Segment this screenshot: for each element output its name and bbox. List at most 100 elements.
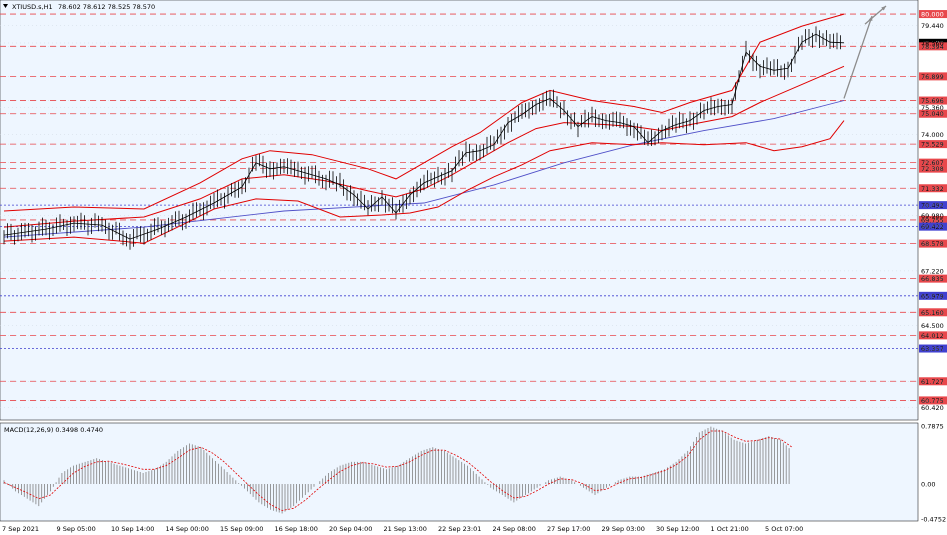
price-axis-label: 69.422 <box>921 223 944 231</box>
level-tag-label: 61.727 <box>921 378 944 386</box>
level-tag <box>919 291 947 300</box>
time-axis-label: 1 Oct 21:00 <box>711 525 749 533</box>
time-axis-label: 14 Sep 00:00 <box>166 525 209 533</box>
level-tag-label: 69.422 <box>921 223 944 231</box>
price-axis-label: 69.980 <box>921 212 944 220</box>
time-axis-label: 9 Sep 05:00 <box>57 525 96 533</box>
bollinger-lower-line <box>3 120 845 244</box>
level-tag-label: 70.492 <box>921 202 944 210</box>
level-tag <box>919 377 947 386</box>
level-tag <box>919 331 947 340</box>
level-tag <box>919 140 947 149</box>
time-axis-label: 7 Sep 2021 <box>2 525 39 533</box>
level-tag-label: 60.775 <box>921 397 944 405</box>
level-tag <box>919 308 947 317</box>
level-tag-label: 68.578 <box>921 240 944 248</box>
price-axis-label: 72.607 <box>921 159 944 167</box>
level-tag-label: 73.529 <box>921 141 944 149</box>
price-axis-label: 75.040 <box>921 110 944 118</box>
time-axis-label: 24 Sep 08:00 <box>493 525 536 533</box>
price-axis-label: 75.360 <box>921 104 944 112</box>
price-axis-label: 64.012 <box>921 332 944 340</box>
level-tag <box>919 96 947 105</box>
price-axis-label: 72.308 <box>921 165 944 173</box>
time-axis-label: 30 Sep 12:00 <box>656 525 699 533</box>
time-axis-label: 21 Sep 13:00 <box>384 525 427 533</box>
level-tag <box>919 72 947 81</box>
level-tag <box>919 274 947 283</box>
time-axis-label: 20 Sep 04:00 <box>329 525 372 533</box>
level-tag <box>919 215 947 224</box>
price-axis-label: 71.332 <box>921 185 944 193</box>
price-axis-label: 65.979 <box>921 292 944 300</box>
price-line <box>3 33 845 240</box>
level-tag <box>919 109 947 118</box>
price-axis-label: 73.529 <box>921 141 944 149</box>
price-axis-label: 76.899 <box>921 73 944 81</box>
price-axis-label: 63.357 <box>921 345 944 353</box>
macd-axis-label: 0.00 <box>921 481 935 489</box>
forecast-arrowhead <box>881 6 886 11</box>
price-axis-label: 64.500 <box>921 322 944 330</box>
price-axis-label: 79.440 <box>921 22 944 30</box>
time-axis-label: 22 Sep 23:01 <box>438 525 481 533</box>
level-tag-label: 78.394 <box>921 43 944 51</box>
level-tag <box>919 396 947 405</box>
macd-axis-label: 0.7875 <box>921 423 944 431</box>
level-tag-label: 72.607 <box>921 159 944 167</box>
level-tag <box>919 42 947 51</box>
level-tag <box>919 184 947 193</box>
time-axis-label: 10 Sep 14:00 <box>111 525 154 533</box>
main-plot-area <box>0 0 919 421</box>
time-axis-label: 29 Sep 03:00 <box>602 525 645 533</box>
chart-dropdown-icon[interactable] <box>3 4 8 8</box>
level-tag-label: 75.696 <box>921 97 944 105</box>
level-tag <box>919 164 947 173</box>
level-tag-label: 65.979 <box>921 292 944 300</box>
level-tag-label: 80.000 <box>921 11 944 19</box>
price-axis-label: 70.492 <box>921 202 944 210</box>
level-tag <box>919 344 947 353</box>
level-tag <box>919 158 947 167</box>
level-tag <box>919 239 947 248</box>
price-axis-label: 65.160 <box>921 309 944 317</box>
level-tag <box>919 222 947 231</box>
macd-signal-line <box>3 430 793 511</box>
macd-axis-label: -0.4752 <box>921 516 946 524</box>
level-tag-label: 65.160 <box>921 309 944 317</box>
moving-average-line <box>3 100 845 238</box>
forecast-arrow <box>864 5 887 25</box>
time-axis-label: 16 Sep 18:00 <box>275 525 318 533</box>
macd-title: MACD(12,26,9) 0.3498 0.4740 <box>4 426 103 434</box>
price-axis-label: 60.420 <box>921 404 944 412</box>
level-tag-label: 72.308 <box>921 165 944 173</box>
level-tag <box>919 201 947 210</box>
level-tag-label: 66.835 <box>921 275 944 283</box>
price-axis-label: 78.560 <box>921 39 944 47</box>
level-tag-label: 69.755 <box>921 216 944 224</box>
level-tag-label: 71.332 <box>921 185 944 193</box>
price-axis-label: 78.394 <box>921 43 944 51</box>
level-tag <box>919 10 947 19</box>
bollinger-upper-line <box>3 13 845 212</box>
chart-ohlc: 78.602 78.612 78.525 78.570 <box>58 3 155 11</box>
level-tag-label: 64.012 <box>921 332 944 340</box>
price-axis-label: 74.000 <box>921 131 944 139</box>
price-axis-label: 68.578 <box>921 240 944 248</box>
forecast-arrow <box>843 15 873 99</box>
price-axis-label: 67.220 <box>921 267 944 275</box>
chart-symbol: XTIUSD.s,H1 <box>12 3 53 11</box>
level-tag-label: 76.899 <box>921 73 944 81</box>
time-axis-label: 27 Sep 17:00 <box>547 525 590 533</box>
price-axis-label: 61.727 <box>921 378 944 386</box>
price-axis-label: 69.755 <box>921 216 944 224</box>
price-axis-label: 66.835 <box>921 275 944 283</box>
level-tag-label: 63.357 <box>921 345 944 353</box>
time-axis-label: 15 Sep 09:00 <box>220 525 263 533</box>
time-axis-label: 5 Oct 07:00 <box>765 525 803 533</box>
price-axis-label: 75.696 <box>921 97 944 105</box>
price-axis-label: 60.775 <box>921 397 944 405</box>
level-tag-label: 75.040 <box>921 110 944 118</box>
